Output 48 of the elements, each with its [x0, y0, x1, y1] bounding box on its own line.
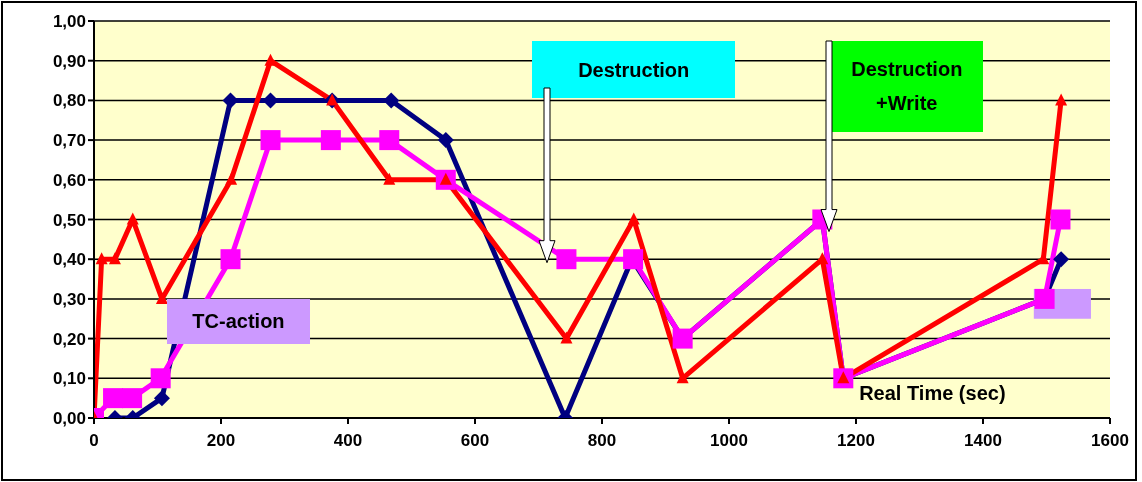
point [320, 130, 341, 151]
y-tick-label: 0,90 [52, 51, 86, 71]
x-tick-label: 200 [206, 431, 236, 451]
y-tick-label: 0,60 [52, 170, 86, 190]
point [437, 132, 454, 149]
point [103, 388, 124, 409]
point [225, 172, 238, 185]
text-box: Destruction +Write [830, 40, 983, 133]
y-tick-label: 0,30 [52, 289, 86, 309]
x-tick-label: 1000 [710, 431, 748, 451]
point [676, 371, 689, 384]
point [126, 212, 139, 225]
y-tick-label: 0,40 [52, 250, 86, 270]
text-box: TC-action [167, 298, 310, 344]
point [220, 249, 241, 270]
point [108, 252, 121, 265]
point [383, 172, 396, 185]
point [1055, 93, 1068, 106]
point [122, 388, 143, 409]
y-tick-label: 0,70 [52, 131, 86, 151]
point [1053, 251, 1070, 268]
y-tick-label: 1,00 [52, 12, 86, 32]
point [260, 130, 281, 151]
y-tick-label: 0,80 [52, 91, 86, 111]
point [153, 390, 170, 407]
point [155, 291, 168, 304]
y-tick-label: 0,50 [52, 210, 86, 230]
point [623, 249, 644, 270]
point [627, 212, 640, 225]
y-tick-label: 0,10 [52, 369, 86, 389]
y-tick-label: 0,00 [52, 409, 86, 429]
point [383, 92, 400, 109]
point [379, 130, 400, 151]
point [1050, 209, 1071, 230]
point [150, 368, 171, 389]
x-tick-label: 1600 [1091, 431, 1129, 451]
x-tick-label: 0 [89, 431, 99, 451]
x-tick-label: 1400 [964, 431, 1002, 451]
x-tick-label: 600 [460, 431, 490, 451]
x-tick-label: 400 [333, 431, 363, 451]
x-tick-label: 1200 [837, 431, 875, 451]
text-box: Destruction [532, 40, 736, 99]
x-axis-title: Real Time (sec) [859, 381, 1006, 406]
point [556, 249, 577, 270]
x-tick-label: 800 [587, 431, 617, 451]
point [560, 331, 573, 344]
point [95, 252, 108, 265]
y-tick-label: 0,20 [52, 329, 86, 349]
